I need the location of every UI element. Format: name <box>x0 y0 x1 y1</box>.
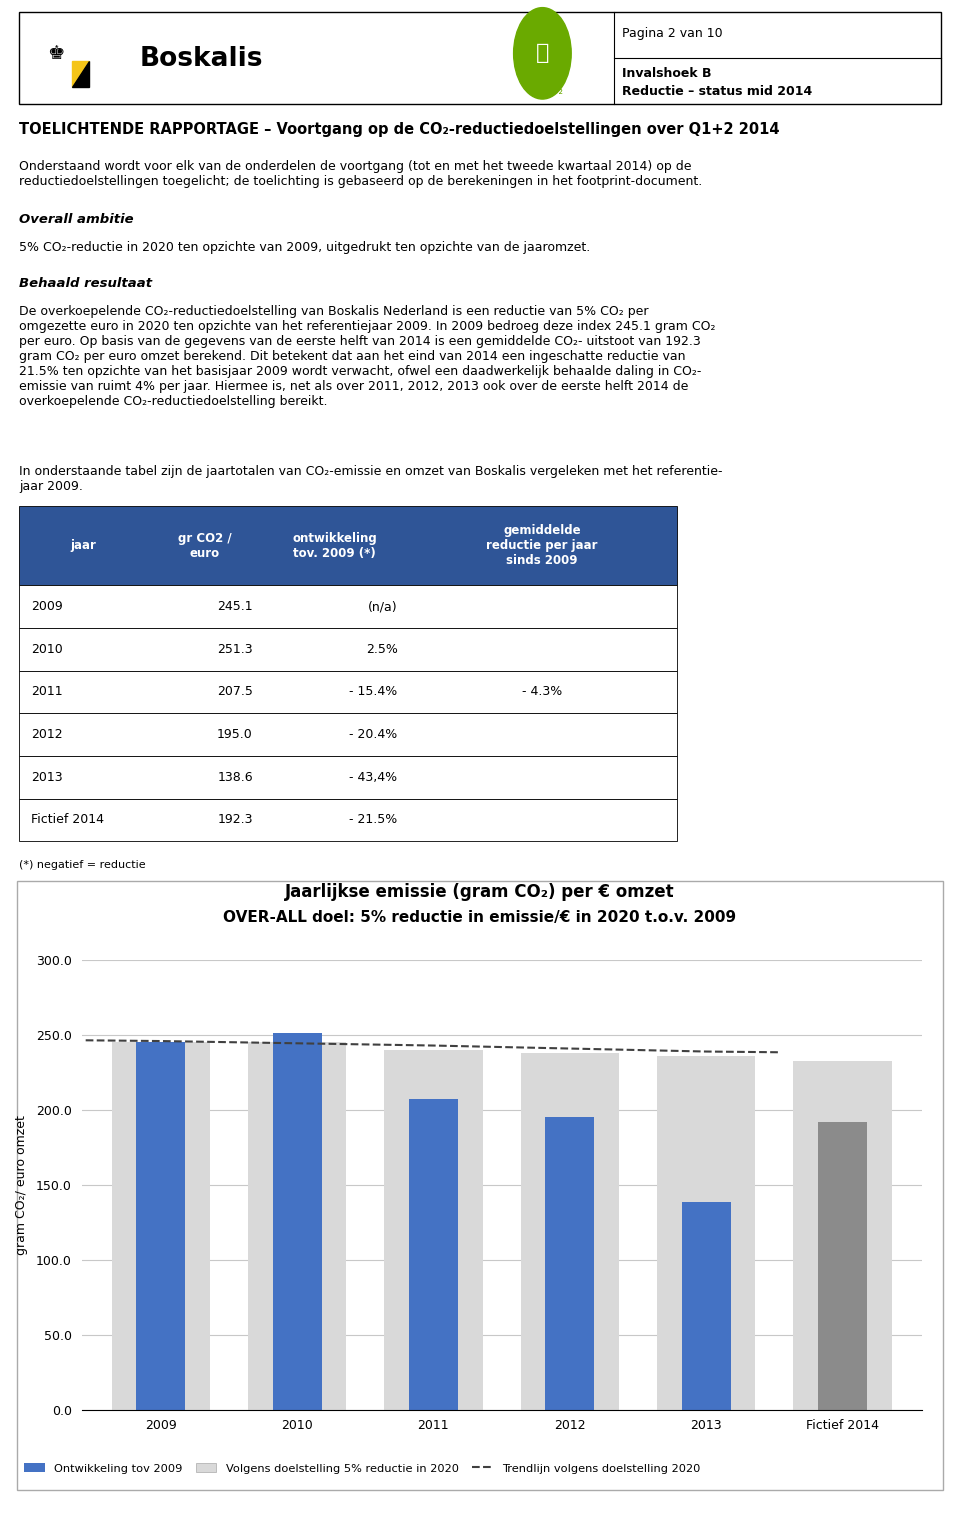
Text: 192.3: 192.3 <box>217 814 252 826</box>
Text: (*) negatief = reductie: (*) negatief = reductie <box>19 860 146 870</box>
Bar <box>19 713 677 756</box>
Bar <box>793 1061 892 1410</box>
Bar <box>19 799 677 841</box>
Text: 2.5%: 2.5% <box>366 643 397 655</box>
Text: - 4.3%: - 4.3% <box>522 686 563 698</box>
Bar <box>682 1202 731 1410</box>
Text: jaar: jaar <box>70 539 96 552</box>
Text: 245.1: 245.1 <box>217 600 252 613</box>
Text: 138.6: 138.6 <box>217 771 252 783</box>
Text: Invalshoek B: Invalshoek B <box>622 67 711 79</box>
Bar <box>19 585 677 628</box>
Text: Boskalis: Boskalis <box>139 46 263 73</box>
Text: 2012: 2012 <box>31 728 62 741</box>
Bar <box>19 506 677 585</box>
Polygon shape <box>72 61 89 87</box>
Text: Jaarlijkse emissie (gram CO₂) per € omzet: Jaarlijkse emissie (gram CO₂) per € omze… <box>285 882 675 901</box>
Text: Onderstaand wordt voor elk van de onderdelen de voortgang (tot en met het tweede: Onderstaand wordt voor elk van de onderd… <box>19 160 703 187</box>
Text: Reductie – status mid 2014: Reductie – status mid 2014 <box>622 85 812 98</box>
Bar <box>248 1042 347 1410</box>
Bar <box>273 1033 322 1410</box>
Bar <box>19 756 677 799</box>
Text: Fictief 2014: Fictief 2014 <box>31 814 104 826</box>
Text: ♚: ♚ <box>47 44 64 62</box>
Polygon shape <box>72 61 89 87</box>
Text: De overkoepelende CO₂-reductiedoelstelling van Boskalis Nederland is een reducti: De overkoepelende CO₂-reductiedoelstelli… <box>19 305 716 408</box>
Bar <box>19 628 677 671</box>
Bar <box>17 881 943 1490</box>
Text: 2013: 2013 <box>31 771 62 783</box>
Text: 195.0: 195.0 <box>217 728 252 741</box>
Bar <box>384 1050 483 1410</box>
Text: Pagina 2 van 10: Pagina 2 van 10 <box>622 27 723 40</box>
Bar <box>111 1042 210 1410</box>
Text: (n/a): (n/a) <box>368 600 397 613</box>
Text: - 21.5%: - 21.5% <box>349 814 397 826</box>
Text: 2010: 2010 <box>31 643 62 655</box>
Text: gr CO2 /
euro: gr CO2 / euro <box>179 532 231 559</box>
Text: 2011: 2011 <box>31 686 62 698</box>
Text: OVER-ALL doel: 5% reductie in emissie/€ in 2020 t.o.v. 2009: OVER-ALL doel: 5% reductie in emissie/€ … <box>224 910 736 925</box>
Legend: Ontwikkeling tov 2009, Volgens doelstelling 5% reductie in 2020, Trendlijn volge: Ontwikkeling tov 2009, Volgens doelstell… <box>24 1463 700 1474</box>
Text: 5% CO₂-reductie in 2020 ten opzichte van 2009, uitgedrukt ten opzichte van de ja: 5% CO₂-reductie in 2020 ten opzichte van… <box>19 241 590 255</box>
Text: 2009: 2009 <box>31 600 62 613</box>
Text: 207.5: 207.5 <box>217 686 252 698</box>
Text: - 15.4%: - 15.4% <box>349 686 397 698</box>
Bar <box>136 1042 185 1410</box>
Text: 251.3: 251.3 <box>217 643 252 655</box>
Y-axis label: gram CO₂/ euro omzet: gram CO₂/ euro omzet <box>14 1116 28 1254</box>
Circle shape <box>514 8 571 99</box>
Text: 🐾: 🐾 <box>536 43 549 64</box>
Bar <box>545 1117 594 1410</box>
Text: CO₂: CO₂ <box>542 87 564 96</box>
Text: - 43,4%: - 43,4% <box>349 771 397 783</box>
Bar <box>657 1056 756 1410</box>
Bar <box>818 1122 867 1410</box>
Text: Behaald resultaat: Behaald resultaat <box>19 277 153 291</box>
Text: Overall ambitie: Overall ambitie <box>19 213 133 227</box>
Bar <box>520 1053 619 1410</box>
Bar <box>19 12 941 104</box>
Text: TOELICHTENDE RAPPORTAGE – Voortgang op de CO₂-reductiedoelstellingen over Q1+2 2: TOELICHTENDE RAPPORTAGE – Voortgang op d… <box>19 122 780 137</box>
Text: ontwikkeling
tov. 2009 (*): ontwikkeling tov. 2009 (*) <box>293 532 377 559</box>
Text: gemiddelde
reductie per jaar
sinds 2009: gemiddelde reductie per jaar sinds 2009 <box>487 524 598 567</box>
Text: - 20.4%: - 20.4% <box>349 728 397 741</box>
Bar <box>19 671 677 713</box>
Bar <box>409 1099 458 1410</box>
Text: In onderstaande tabel zijn de jaartotalen van CO₂-emissie en omzet van Boskalis : In onderstaande tabel zijn de jaartotale… <box>19 465 723 492</box>
